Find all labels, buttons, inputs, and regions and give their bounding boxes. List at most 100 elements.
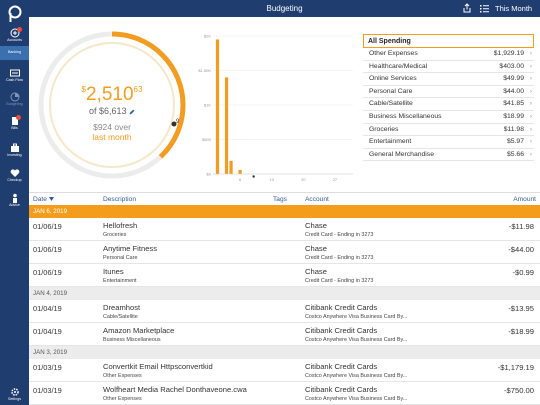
share-icon[interactable] [462,3,472,13]
notification-badge [16,115,21,120]
category-row[interactable]: Business Miscellaneous $18.99 › [363,111,534,124]
chevron-right-icon: › [529,138,532,146]
transaction-merchant: Anytime Fitness [103,244,158,253]
sidebar-item-label: Advice [9,203,20,207]
transaction-row[interactable]: 01/06/19 Hellofresh Groceries Chase Credit C… [29,218,540,241]
category-row[interactable]: Healthcare/Medical $403.00 › [363,61,534,74]
category-row[interactable]: Groceries $11.98 › [363,124,534,137]
sidebar-item-label: Banking [8,50,21,54]
transaction-merchant: Itunes [103,267,124,276]
spending-bar[interactable] [224,77,229,174]
transaction-account: Citibank Credit Cards [305,303,378,312]
period-selector[interactable]: This Month [495,4,533,13]
description-column-header[interactable]: Description [103,196,136,203]
transaction-category: Business Miscellaneous [103,337,161,343]
person-icon [12,193,17,203]
category-row[interactable]: Cable/Satellite $41.85 › [363,98,534,111]
sidebar-item-cash-flow[interactable]: Cash Flow [0,67,29,89]
transaction-row[interactable]: 01/03/19 Convertkit Email Httpsconvertkid… [29,359,540,382]
page-title: Budgeting [266,4,303,13]
transaction-category: Other Expenses [103,396,142,402]
x-tick-label: 20 [301,177,306,182]
transaction-date: 01/06/19 [33,222,62,231]
chevron-right-icon: › [529,75,532,83]
gear-icon [10,388,19,396]
account-column-header[interactable]: Account [305,196,329,203]
sidebar-item-label: Accounts [7,38,22,42]
sidebar-item-checkup[interactable]: Checkup [0,167,29,189]
transaction-account: Citibank Credit Cards [305,362,378,371]
y-tick-label: $1K [204,103,211,108]
chevron-right-icon: › [529,50,532,57]
today-marker [252,175,255,178]
category-amount: $5.66 [506,150,524,158]
category-amount: $1,929.19 [493,50,524,57]
transaction-date: 01/04/19 [33,304,62,313]
amount-column-header[interactable]: Amount [513,196,536,203]
transaction-account: Chase [305,244,327,253]
category-row[interactable]: General Merchandise $5.66 › [363,149,534,162]
transaction-row[interactable]: 01/06/19 Itunes Entertainment Chase Credit C… [29,264,540,287]
sidebar-item-investing[interactable]: Investing [0,142,29,164]
transaction-account: Citibank Credit Cards [305,385,378,394]
transaction-date: 01/06/19 [33,245,62,254]
tags-column-header[interactable]: Tags [273,196,287,203]
sidebar-item-label: Checkup [7,178,22,182]
transaction-amount: -$1,179.19 [497,363,534,372]
x-tick-label: 13 [269,177,274,182]
spending-bar[interactable] [229,160,233,174]
list-icon[interactable] [480,4,489,13]
sidebar-item-advice[interactable]: Advice [0,192,29,214]
category-label: Other Expenses [369,50,418,57]
transaction-amount: -$13.95 [508,304,534,313]
transaction-row[interactable]: 01/03/19 Wolfheart Media Rachel Donthaveo… [29,382,540,405]
category-label: Groceries [369,125,399,133]
y-tick-label: $0 [207,172,212,177]
transaction-merchant: Hellofresh [103,221,138,230]
day-marker: 9 [176,119,180,125]
category-row[interactable]: Entertainment $5.97 › [363,136,534,149]
sidebar-item-label: Settings [8,397,21,401]
chevron-right-icon: › [529,100,532,108]
sidebar-item-bills[interactable]: Bills [0,115,29,137]
x-tick-label: 6 [239,177,242,182]
transaction-row[interactable]: 01/04/19 Dreamhost Cable/Satellite Citibank… [29,300,540,323]
y-tick-label: $1.50K [198,68,211,73]
sidebar-item-banking[interactable]: Banking [0,46,29,60]
chevron-right-icon: › [529,62,532,70]
category-label: Healthcare/Medical [369,62,428,70]
sidebar-item-settings[interactable]: Settings [0,386,29,405]
chevron-right-icon: › [529,87,532,95]
transaction-row[interactable]: 01/06/19 Anytime Fitness Personal Care Chas… [29,241,540,264]
transaction-account-note: Costco Anywhere Visa Business Card By... [305,314,408,320]
spending-bar[interactable] [215,39,220,175]
transaction-account: Chase [305,267,327,276]
transaction-row[interactable]: 01/04/19 Amazon Marketplace Business Misce… [29,323,540,346]
date-column-header[interactable]: Date [33,196,54,203]
category-label: Online Services [369,75,417,83]
category-row[interactable]: Other Expenses $1,929.19 › [363,48,534,61]
category-row[interactable]: Personal Care $44.00 › [363,86,534,99]
category-amount: $403.00 [499,62,524,70]
transaction-date: 01/06/19 [33,268,62,277]
app-logo[interactable] [6,5,24,23]
budget-summary: $2,51063 of $6,613 $924 over last month [37,80,187,143]
pencil-icon[interactable] [129,109,135,115]
category-all-spending[interactable]: All Spending [363,34,534,48]
sidebar-item-accounts[interactable]: Accounts [0,27,29,49]
category-label: Business Miscellaneous [369,112,442,120]
category-row[interactable]: Online Services $49.99 › [363,73,534,86]
bill-icon [11,117,18,125]
transaction-merchant: Dreamhost [103,303,141,312]
sidebar-item-budgeting[interactable]: Budgeting [0,91,29,113]
transaction-amount: -$750.00 [504,386,534,395]
transactions-header: Date Description Tags Account Amount [29,192,540,205]
spending-bar[interactable] [238,169,242,174]
transaction-account-note: Costco Anywhere Visa Business Card By... [305,337,408,343]
transaction-category: Other Expenses [103,373,142,379]
transaction-category: Entertainment [103,278,137,284]
chevron-right-icon: › [529,150,532,158]
transaction-date: 01/04/19 [33,327,62,336]
transaction-amount: -$44.00 [508,245,534,254]
category-amount: $49.99 [503,75,524,83]
